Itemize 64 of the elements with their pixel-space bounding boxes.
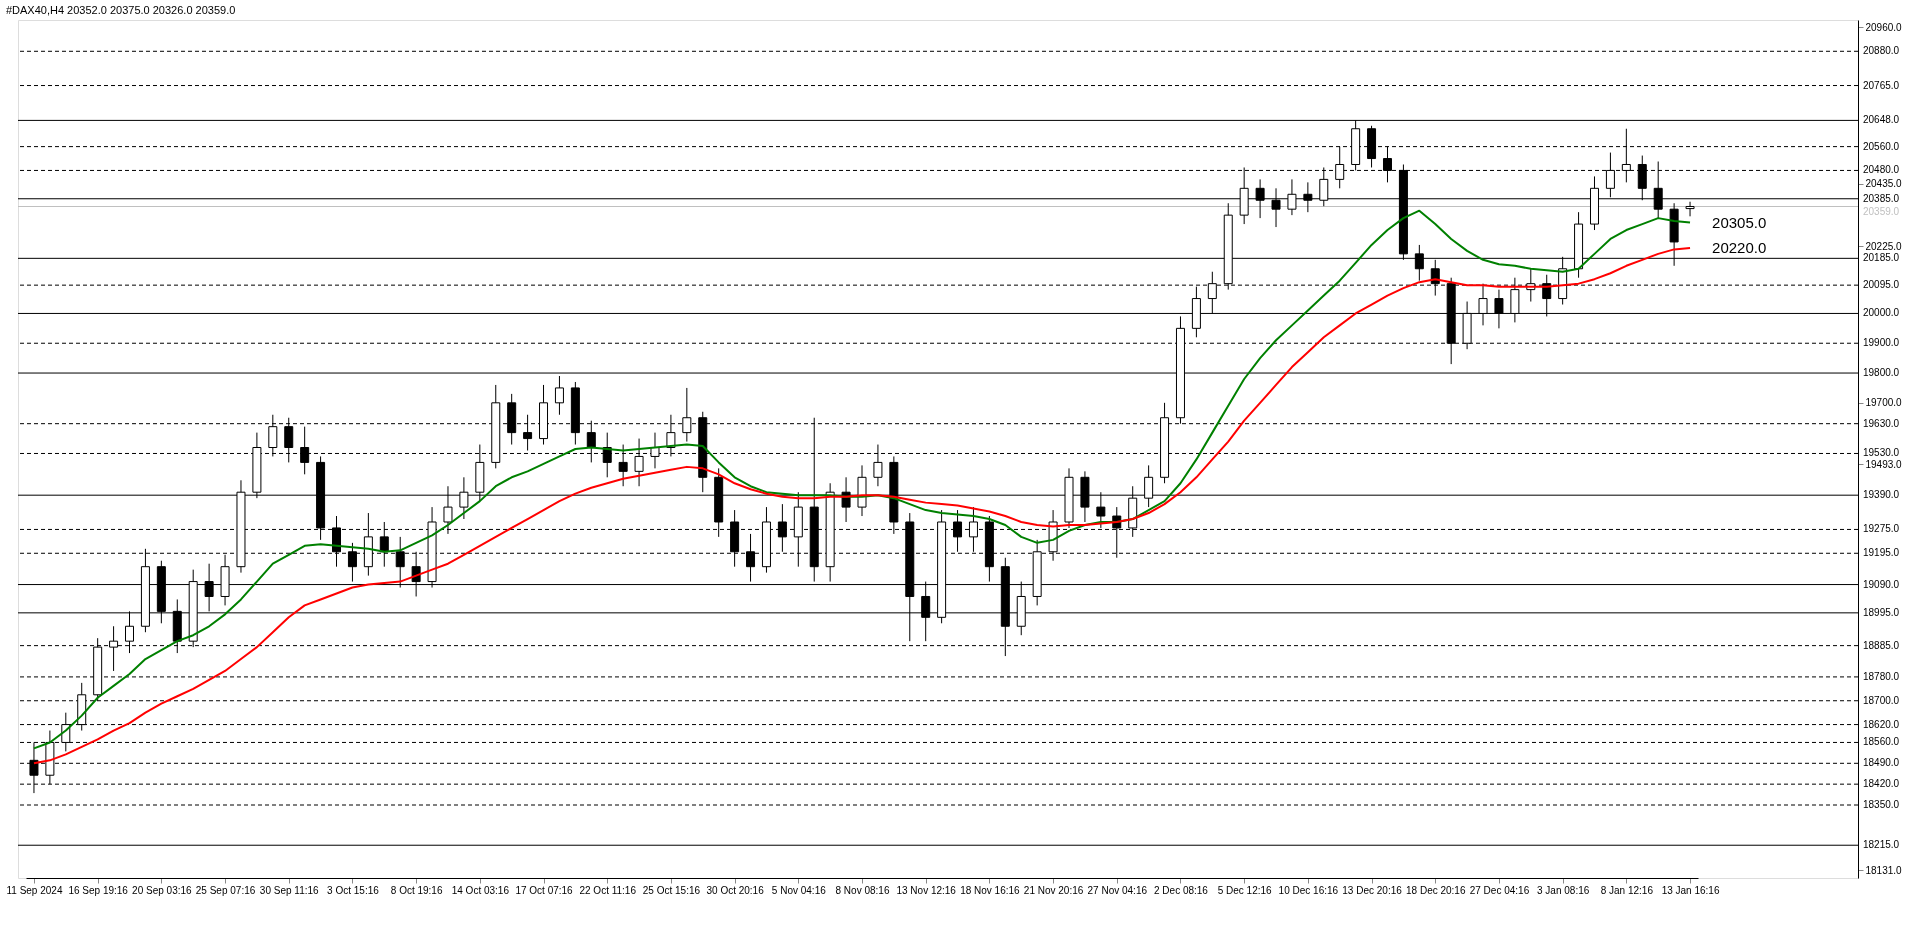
x-tick-label: 30 Sep 11:16 <box>259 884 320 896</box>
x-tick-label: 13 Jan 16:16 <box>1661 884 1720 896</box>
ref-line-label: 18620.0 <box>1863 718 1900 730</box>
x-tick-label: 5 Nov 04:16 <box>771 884 827 896</box>
y-tick-label: 20960.0 <box>1865 21 1903 33</box>
x-tick-label: 16 Sep 19:16 <box>68 884 129 896</box>
ref-line-label: 18215.0 <box>1863 839 1900 851</box>
ref-line-label: 19390.0 <box>1863 489 1900 501</box>
x-tick-label: 10 Dec 16:16 <box>1278 884 1339 896</box>
y-tick-label: 20435.0 <box>1865 178 1903 190</box>
x-tick-label: 25 Sep 07:16 <box>195 884 256 896</box>
x-tick-label: 27 Dec 04:16 <box>1469 884 1530 896</box>
ref-line-label: 18995.0 <box>1863 606 1900 618</box>
x-tick-label: 5 Dec 12:16 <box>1217 884 1273 896</box>
ref-line-label: 19530.0 <box>1863 447 1900 459</box>
ref-line-label: 20560.0 <box>1863 140 1900 152</box>
ref-line-label: 20880.0 <box>1863 45 1900 57</box>
x-tick-label: 18 Dec 20:16 <box>1406 884 1466 896</box>
ref-line-label: 20765.0 <box>1863 79 1900 91</box>
annotation: 20220.0 <box>1712 238 1767 256</box>
ref-line-label: 20185.0 <box>1863 252 1900 264</box>
chart-title: #DAX40,H4 20352.0 20375.0 20326.0 20359.0 <box>5 4 236 16</box>
ref-line-label: 18420.0 <box>1863 778 1900 790</box>
x-tick-label: 2 Dec 08:16 <box>1154 884 1209 896</box>
x-tick-label: 11 Sep 2024 <box>6 884 63 896</box>
x-tick-label: 3 Oct 15:16 <box>327 884 380 896</box>
ref-line-label: 20000.0 <box>1863 307 1900 319</box>
x-tick-label: 27 Nov 04:16 <box>1087 884 1148 896</box>
x-tick-label: 13 Nov 12:16 <box>896 884 957 896</box>
ref-line-label: 18490.0 <box>1863 757 1900 769</box>
ref-line-label: 18560.0 <box>1863 736 1900 748</box>
ref-line-label: 19800.0 <box>1863 367 1900 379</box>
y-tick-label: 19700.0 <box>1865 397 1903 409</box>
x-tick-label: 8 Oct 19:16 <box>390 884 443 896</box>
ref-line-label: 19630.0 <box>1863 417 1900 429</box>
x-tick-label: 20 Sep 03:16 <box>132 884 193 896</box>
x-tick-label: 18 Nov 16:16 <box>960 884 1021 896</box>
x-tick-label: 21 Nov 20:16 <box>1023 884 1084 896</box>
x-tick-label: 22 Oct 11:16 <box>579 884 637 896</box>
y-tick-label: 18131.0 <box>1865 864 1903 876</box>
ref-line-label: 19900.0 <box>1863 337 1900 349</box>
ref-line-label: 18700.0 <box>1863 694 1900 706</box>
y-tick-label: 20225.0 <box>1865 240 1903 252</box>
ref-line-label: 20385.0 <box>1863 192 1900 204</box>
ref-line-label: 18780.0 <box>1863 670 1900 682</box>
ref-line-label: 18885.0 <box>1863 639 1900 651</box>
y-tick-label: 19493.0 <box>1865 458 1903 470</box>
ref-line-label: 20480.0 <box>1863 164 1900 176</box>
x-tick-label: 8 Jan 12:16 <box>1600 884 1654 896</box>
x-tick-label: 3 Jan 08:16 <box>1537 884 1590 896</box>
ref-line-label: 20359.0 <box>1863 206 1900 218</box>
ref-line-label: 19090.0 <box>1863 578 1900 590</box>
x-tick-label: 17 Oct 07:16 <box>515 884 574 896</box>
x-tick-label: 25 Oct 15:16 <box>642 884 701 896</box>
annotation: 20305.0 <box>1712 213 1767 231</box>
x-tick-label: 8 Nov 08:16 <box>835 884 890 896</box>
x-tick-label: 13 Dec 20:16 <box>1342 884 1403 896</box>
ref-line-label: 19275.0 <box>1863 523 1900 535</box>
x-tick-label: 30 Oct 20:16 <box>706 884 765 896</box>
x-tick-label: 14 Oct 03:16 <box>451 884 510 896</box>
ref-line-label: 19195.0 <box>1863 547 1900 559</box>
ref-line-label: 18350.0 <box>1863 799 1900 811</box>
ref-line-label: 20648.0 <box>1863 114 1900 126</box>
ref-line-label: 20095.0 <box>1863 279 1900 291</box>
